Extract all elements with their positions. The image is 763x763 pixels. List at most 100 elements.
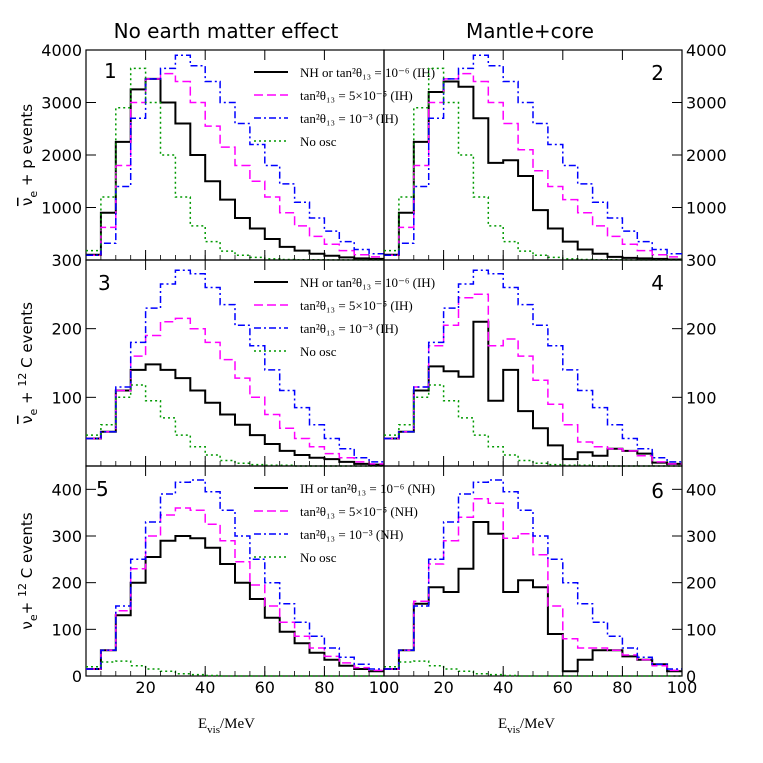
y-tick-label: 200 <box>686 574 717 593</box>
legend-label: IH or tan²θ₁₃ = 10⁻⁶ (NH) <box>300 481 435 496</box>
legend-label: No osc <box>300 550 337 565</box>
y-tick-label: 200 <box>686 320 717 339</box>
legend: NH or tan²θ₁₃ = 10⁻⁶ (IH) tan²θ₁₃ = 5×10⁻… <box>254 65 435 149</box>
y-axis-labels: νe + p events νe + 12 C events νe+ 12 C ev… <box>16 104 40 630</box>
legend-label: tan²θ₁₃ = 10⁻³ (NH) <box>300 527 403 542</box>
panel-number: 5 <box>96 477 109 501</box>
series-black <box>86 535 384 673</box>
panel-number: 6 <box>651 479 664 503</box>
x-tick-label: 40 <box>493 678 513 697</box>
y-tick-label: 0 <box>686 667 696 686</box>
series-magenta <box>86 507 384 672</box>
svg-text:Evis/MeV: Evis/MeV <box>198 716 255 736</box>
y-axis-label-row-2: νe + 12 C events <box>16 302 40 424</box>
legend-label: tan²θ₁₃ = 10⁻³ (IH) <box>300 321 398 336</box>
series-green <box>86 384 384 467</box>
y-tick-label: 2000 <box>686 146 727 165</box>
y-tick-label: 2000 <box>41 146 82 165</box>
column-title-left: No earth matter effect <box>114 19 339 43</box>
legend-label: tan²θ₁₃ = 10⁻³ (IH) <box>300 111 398 126</box>
x-axis-label-main: E <box>498 716 507 732</box>
svg-text:Evis/MeV: Evis/MeV <box>498 716 555 736</box>
x-tick-label: 80 <box>314 678 334 697</box>
x-tick-label: 80 <box>612 678 632 697</box>
legend-label: NH or tan²θ₁₃ = 10⁻⁶ (IH) <box>300 275 435 290</box>
y-tick-label: 4000 <box>686 41 727 60</box>
legend: NH or tan²θ₁₃ = 10⁻⁶ (IH) tan²θ₁₃ = 5×10⁻… <box>254 275 435 359</box>
y-tick-label: 200 <box>51 574 82 593</box>
series-blue <box>384 269 682 463</box>
series-magenta <box>384 293 682 465</box>
y-tick-label: 200 <box>51 320 82 339</box>
x-tick-label: 20 <box>433 678 453 697</box>
x-tick-label: 100 <box>667 678 698 697</box>
y-axis-label-row-3: νe+ 12 C events <box>16 512 40 629</box>
y-tick-label: 300 <box>51 251 82 270</box>
y-tick-label: 3000 <box>41 94 82 113</box>
panel-number: 4 <box>651 271 664 295</box>
x-tick-label: 40 <box>195 678 215 697</box>
panel-frame <box>383 465 683 677</box>
series-blue <box>86 54 384 257</box>
y-tick-label: 1000 <box>41 199 82 218</box>
x-axis-label-left: Evis/MeV <box>198 716 255 736</box>
series-blue <box>86 269 384 463</box>
series-magenta <box>86 72 384 258</box>
legend-label: tan²θ₁₃ = 5×10⁻⁵ (IH) <box>300 298 413 313</box>
panel-number: 3 <box>98 271 111 295</box>
series-blue <box>384 479 682 670</box>
legend-label: No osc <box>300 134 337 149</box>
series-green <box>384 660 682 677</box>
y-tick-label: 100 <box>51 620 82 639</box>
legend-label: No osc <box>300 344 337 359</box>
panel-2: 1000 2000 3000 4000 2 <box>383 41 727 261</box>
y-tick-label: 100 <box>686 388 717 407</box>
panel-3: 100 200 300 3 NH or tan²θ₁₃ = 10⁻⁶ (IH) tan²θ… <box>51 251 435 467</box>
series-blue <box>384 54 682 257</box>
x-tick-label: 60 <box>553 678 573 697</box>
x-axis-label-main: E <box>198 716 207 732</box>
x-tick-label: 60 <box>255 678 275 697</box>
series-black <box>86 363 384 466</box>
x-tick-label: 0 <box>379 678 389 697</box>
x-tick-label: 100 <box>369 678 400 697</box>
y-tick-label: 400 <box>686 480 717 499</box>
x-axis-label-sub: vis <box>507 724 520 736</box>
series-green <box>384 384 682 467</box>
x-axis-label-unit: /MeV <box>220 716 255 732</box>
x-tick-label: 20 <box>135 678 155 697</box>
y-tick-label: 3000 <box>686 94 727 113</box>
series-magenta <box>384 72 682 258</box>
y-tick-label: 4000 <box>41 41 82 60</box>
series-black <box>384 80 682 261</box>
y-tick-label: 100 <box>51 388 82 407</box>
series-green <box>86 660 384 677</box>
panel-number: 1 <box>104 59 117 83</box>
legend-label: tan²θ₁₃ = 5×10⁻⁵ (IH) <box>300 88 413 103</box>
series-black <box>384 521 682 673</box>
series-blue <box>86 479 384 670</box>
panel-1: 1000 2000 3000 4000 1 NH or tan²θ₁₃ = 10⁻⁶ (I… <box>41 41 435 261</box>
y-axis-label-row-1: νe + p events <box>18 104 40 206</box>
y-tick-label: 0 <box>72 667 82 686</box>
y-tick-label: 300 <box>51 527 82 546</box>
x-axis-label-unit: /MeV <box>520 716 555 732</box>
y-tick-label: 100 <box>686 620 717 639</box>
y-tick-label: 300 <box>686 251 717 270</box>
legend-label: tan²θ₁₃ = 5×10⁻⁵ (NH) <box>300 504 418 519</box>
legend: IH or tan²θ₁₃ = 10⁻⁶ (NH) tan²θ₁₃ = 5×10⁻… <box>254 481 435 565</box>
column-title-right: Mantle+core <box>466 19 594 43</box>
y-tick-label: 300 <box>686 527 717 546</box>
x-axis-label-right: Evis/MeV <box>498 716 555 736</box>
panel-number: 2 <box>651 61 664 85</box>
legend-label: NH or tan²θ₁₃ = 10⁻⁶ (IH) <box>300 65 435 80</box>
series-magenta <box>86 317 384 465</box>
y-tick-label: 400 <box>51 480 82 499</box>
series-black <box>86 77 384 260</box>
y-tick-label: 1000 <box>686 199 727 218</box>
x-axis-label-sub: vis <box>207 724 220 736</box>
